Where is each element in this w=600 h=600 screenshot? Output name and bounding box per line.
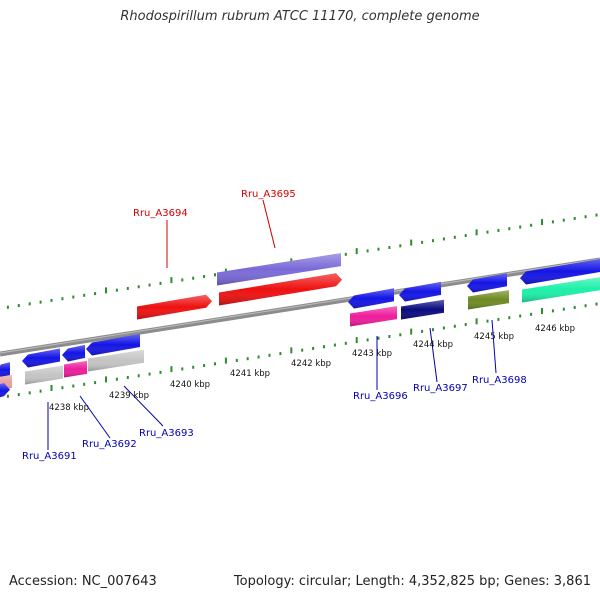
gene-label-rru-a3698[interactable]: Rru_A3698: [472, 375, 527, 386]
gene-rru-a3696-shading: [350, 306, 397, 327]
kbp-label: 4243 kbp: [352, 349, 392, 359]
gene-rru-a3697-shading: [401, 299, 444, 320]
kbp-label: 4246 kbp: [535, 324, 575, 334]
gene-rru-a3698-shading: [468, 290, 509, 310]
leader-line: [123, 385, 164, 427]
gene-blue-shading: [399, 281, 441, 302]
leader-line: [79, 395, 111, 439]
gene-blue-shading: [22, 348, 60, 368]
gene-blue-shading: [0, 362, 10, 378]
gene-label-rru-a3694[interactable]: Rru_A3694: [133, 208, 188, 219]
gene-label-rru-a3697[interactable]: Rru_A3697: [413, 383, 468, 394]
genome-summary: Topology: circular; Length: 4,352,825 bp…: [233, 574, 591, 589]
leader-line: [491, 319, 497, 374]
gene-rru-a3695-feature-shading: [217, 253, 341, 286]
label-leaders: [47, 199, 497, 450]
kbp-label: 4239 kbp: [109, 391, 149, 401]
leader-line: [429, 327, 438, 383]
gene-blue-shading: [62, 344, 85, 362]
gene-gray-shading: [25, 365, 63, 385]
gene-label-rru-a3696[interactable]: Rru_A3696: [353, 391, 408, 402]
gene-track: [0, 253, 600, 398]
gene-gray-shading: [88, 349, 144, 372]
gene-rru-a3695-shading: [219, 273, 342, 306]
gene-label-rru-a3691[interactable]: Rru_A3691: [22, 451, 77, 462]
gene-blue-shading: [0, 383, 10, 398]
kbp-label: 4242 kbp: [291, 359, 331, 369]
kbp-label: 4245 kbp: [474, 332, 514, 342]
gene-label-rru-a3692[interactable]: Rru_A3692: [82, 439, 137, 450]
gene-label-rru-a3695[interactable]: Rru_A3695: [241, 189, 296, 200]
gene-pink-shading: [64, 360, 87, 378]
map-title: Rhodospirillum rubrum ATCC 11170, comple…: [120, 9, 480, 24]
accession-text: Accession: NC_007643: [9, 574, 157, 589]
gene-mint-shading: [522, 277, 600, 303]
gene-blue-shading: [520, 259, 600, 285]
leader-line: [262, 199, 276, 249]
gene-label-rru-a3693[interactable]: Rru_A3693: [139, 428, 194, 439]
tick-row-bottom: [6, 302, 598, 398]
kbp-label: 4240 kbp: [170, 380, 210, 390]
gene-blue-shading: [86, 334, 140, 356]
kbp-label: 4244 kbp: [413, 340, 453, 350]
gene-blue-shading: [348, 288, 394, 309]
kbp-label: 4238 kbp: [49, 403, 89, 413]
gene-rru-a3694-shading: [137, 294, 212, 320]
gene-blue-shading: [467, 273, 507, 293]
kbp-label: 4241 kbp: [230, 369, 270, 379]
